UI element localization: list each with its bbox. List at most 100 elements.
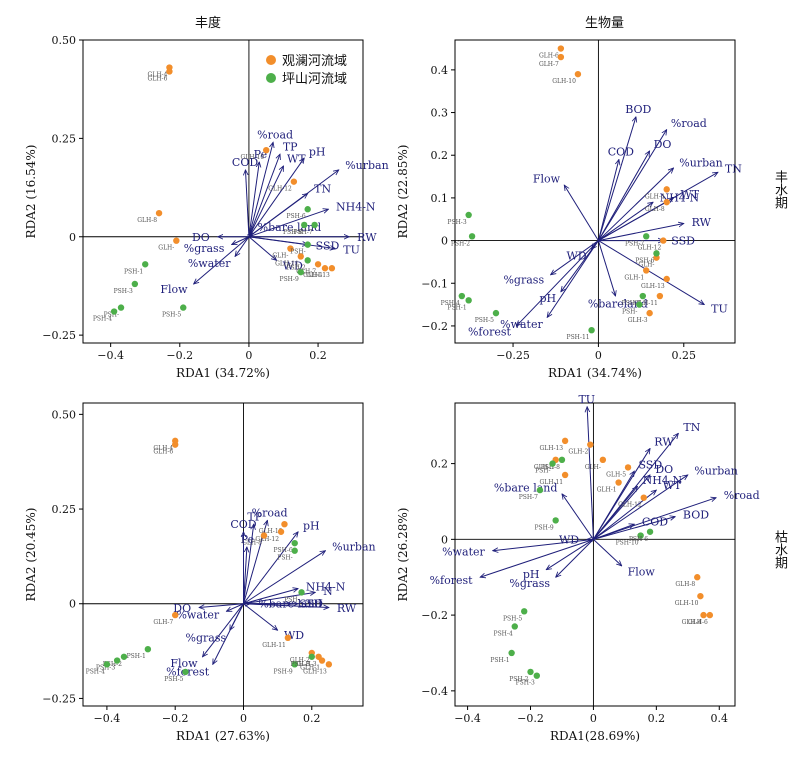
y-tick-label: 0.50 <box>52 408 77 421</box>
vector-label: COD <box>642 515 668 528</box>
site-point <box>182 668 189 676</box>
x-axis-label: RDA1 (34.74%) <box>548 366 642 380</box>
site-point <box>561 437 569 445</box>
vector-arrow <box>593 524 634 540</box>
vector-arrow <box>235 236 250 257</box>
site-point <box>171 611 179 619</box>
site-point <box>171 441 179 448</box>
x-tick-label: 0.25 <box>672 349 697 362</box>
site-label: GLH-13 <box>539 445 563 452</box>
rda-panel-1: −0.4 −0.2 0 0.2 −0.25 0 0.25 0.50 RDA1 (34.72%) R… <box>24 34 389 380</box>
vector-label: %grass <box>503 273 544 286</box>
vector-label: COD <box>232 156 258 169</box>
vector-arrow <box>243 551 325 605</box>
site-point <box>599 456 607 464</box>
vector-label: TN <box>683 421 700 434</box>
vector-label: BOD <box>683 508 709 521</box>
site-label: GLH-12 <box>618 502 642 509</box>
site-label: PSH-5 <box>164 676 183 683</box>
site-label: GLH-7 <box>153 619 173 626</box>
site-label: GLH-4 <box>153 445 173 452</box>
legend-marker <box>266 73 276 83</box>
column-title-abundance: 丰度 <box>195 16 222 31</box>
vector-label: SSD <box>638 458 662 471</box>
vector-label: %urban <box>679 156 722 169</box>
row-title-dry-season: 枯水期 <box>772 530 787 569</box>
site-point <box>173 237 180 244</box>
vector-arrow <box>248 142 273 237</box>
site-label: PSH-7 <box>293 229 312 236</box>
site-point <box>113 657 121 664</box>
vector-arrow <box>597 117 636 241</box>
site-label: PSH-8 <box>541 464 560 471</box>
vector-label: %water <box>176 609 219 622</box>
site-label: GLH-8 <box>242 540 262 547</box>
site-label: GLH- <box>158 245 174 252</box>
site-point <box>511 623 518 630</box>
vector-label: TU <box>343 244 360 257</box>
site-point <box>697 592 704 600</box>
site-point <box>643 267 650 274</box>
vector-arrow <box>592 471 634 540</box>
site-point <box>318 657 326 664</box>
site-point <box>615 479 622 486</box>
vector-label: %forest <box>430 574 474 587</box>
vector-arrow <box>249 233 252 237</box>
site-point <box>131 280 139 288</box>
vector-arrow <box>248 158 304 238</box>
vector-label: DO <box>654 138 672 151</box>
vector-arrow <box>493 538 594 550</box>
y-tick-label: −0.2 <box>421 609 448 622</box>
site-point <box>587 441 594 448</box>
vector-label: %bare land <box>258 598 322 611</box>
vector-label: %grass <box>509 577 550 590</box>
site-label: GLH-6 <box>153 449 173 456</box>
site-label: GLH-1 <box>624 274 644 281</box>
vector-label: %urban <box>345 159 388 172</box>
vector-arrow <box>516 240 599 326</box>
y-tick-label: 0.3 <box>431 107 449 120</box>
site-point <box>639 292 647 300</box>
site-label: PSH-6 <box>273 547 292 554</box>
rda-panel-3: −0.4 −0.2 0 0.2 −0.25 0 0.25 0.50 RDA1 (27.63%) R… <box>24 402 376 743</box>
vector-label: Flow <box>160 283 188 296</box>
vector-label: %bareland <box>588 298 648 311</box>
site-point <box>277 528 285 535</box>
site-label: GLH-13 <box>641 283 665 290</box>
site-point <box>663 186 670 193</box>
y-axis-label: RDA2 (16.54%) <box>24 145 38 239</box>
site-label: GLH-12 <box>638 245 662 252</box>
site-label: PSH-6 <box>629 536 648 543</box>
site-point <box>120 653 128 660</box>
vector-label: NH4-N <box>306 580 346 593</box>
vector-arrow <box>248 193 308 238</box>
site-point <box>281 521 288 528</box>
site-label: PSH-1 <box>127 653 146 660</box>
legend-label: 坪山河流域 <box>282 72 347 87</box>
site-label: PSH-2 <box>103 661 122 668</box>
site-point <box>521 608 528 615</box>
site-label: GLH-4 <box>682 619 702 626</box>
site-point <box>144 645 152 653</box>
vector-arrow <box>248 166 284 237</box>
site-label: GLH-6 <box>148 75 168 82</box>
x-axis-label: RDA1 (27.63%) <box>176 729 270 743</box>
site-point <box>117 304 125 311</box>
site-point <box>646 528 654 535</box>
y-tick-label: −0.1 <box>421 277 448 290</box>
site-label: PSH-4 <box>93 316 112 323</box>
site-label: GLH-13 <box>303 668 327 675</box>
vector-label: Flow <box>628 565 656 578</box>
site-point <box>284 634 292 642</box>
vector-label: Pe <box>241 533 254 546</box>
vector-arrow <box>598 224 683 242</box>
site-label: GLH-11 <box>634 300 658 307</box>
vector-label: COD <box>230 518 256 531</box>
vector-label: %road <box>252 507 288 520</box>
site-label: PSH-1 <box>490 657 509 664</box>
site-label: PSH-2 <box>286 264 305 271</box>
vector-arrow <box>546 538 594 569</box>
site-label: PSH-6 <box>635 257 654 264</box>
site-label: GLH-10 <box>675 600 699 607</box>
plot-frame <box>454 39 736 344</box>
